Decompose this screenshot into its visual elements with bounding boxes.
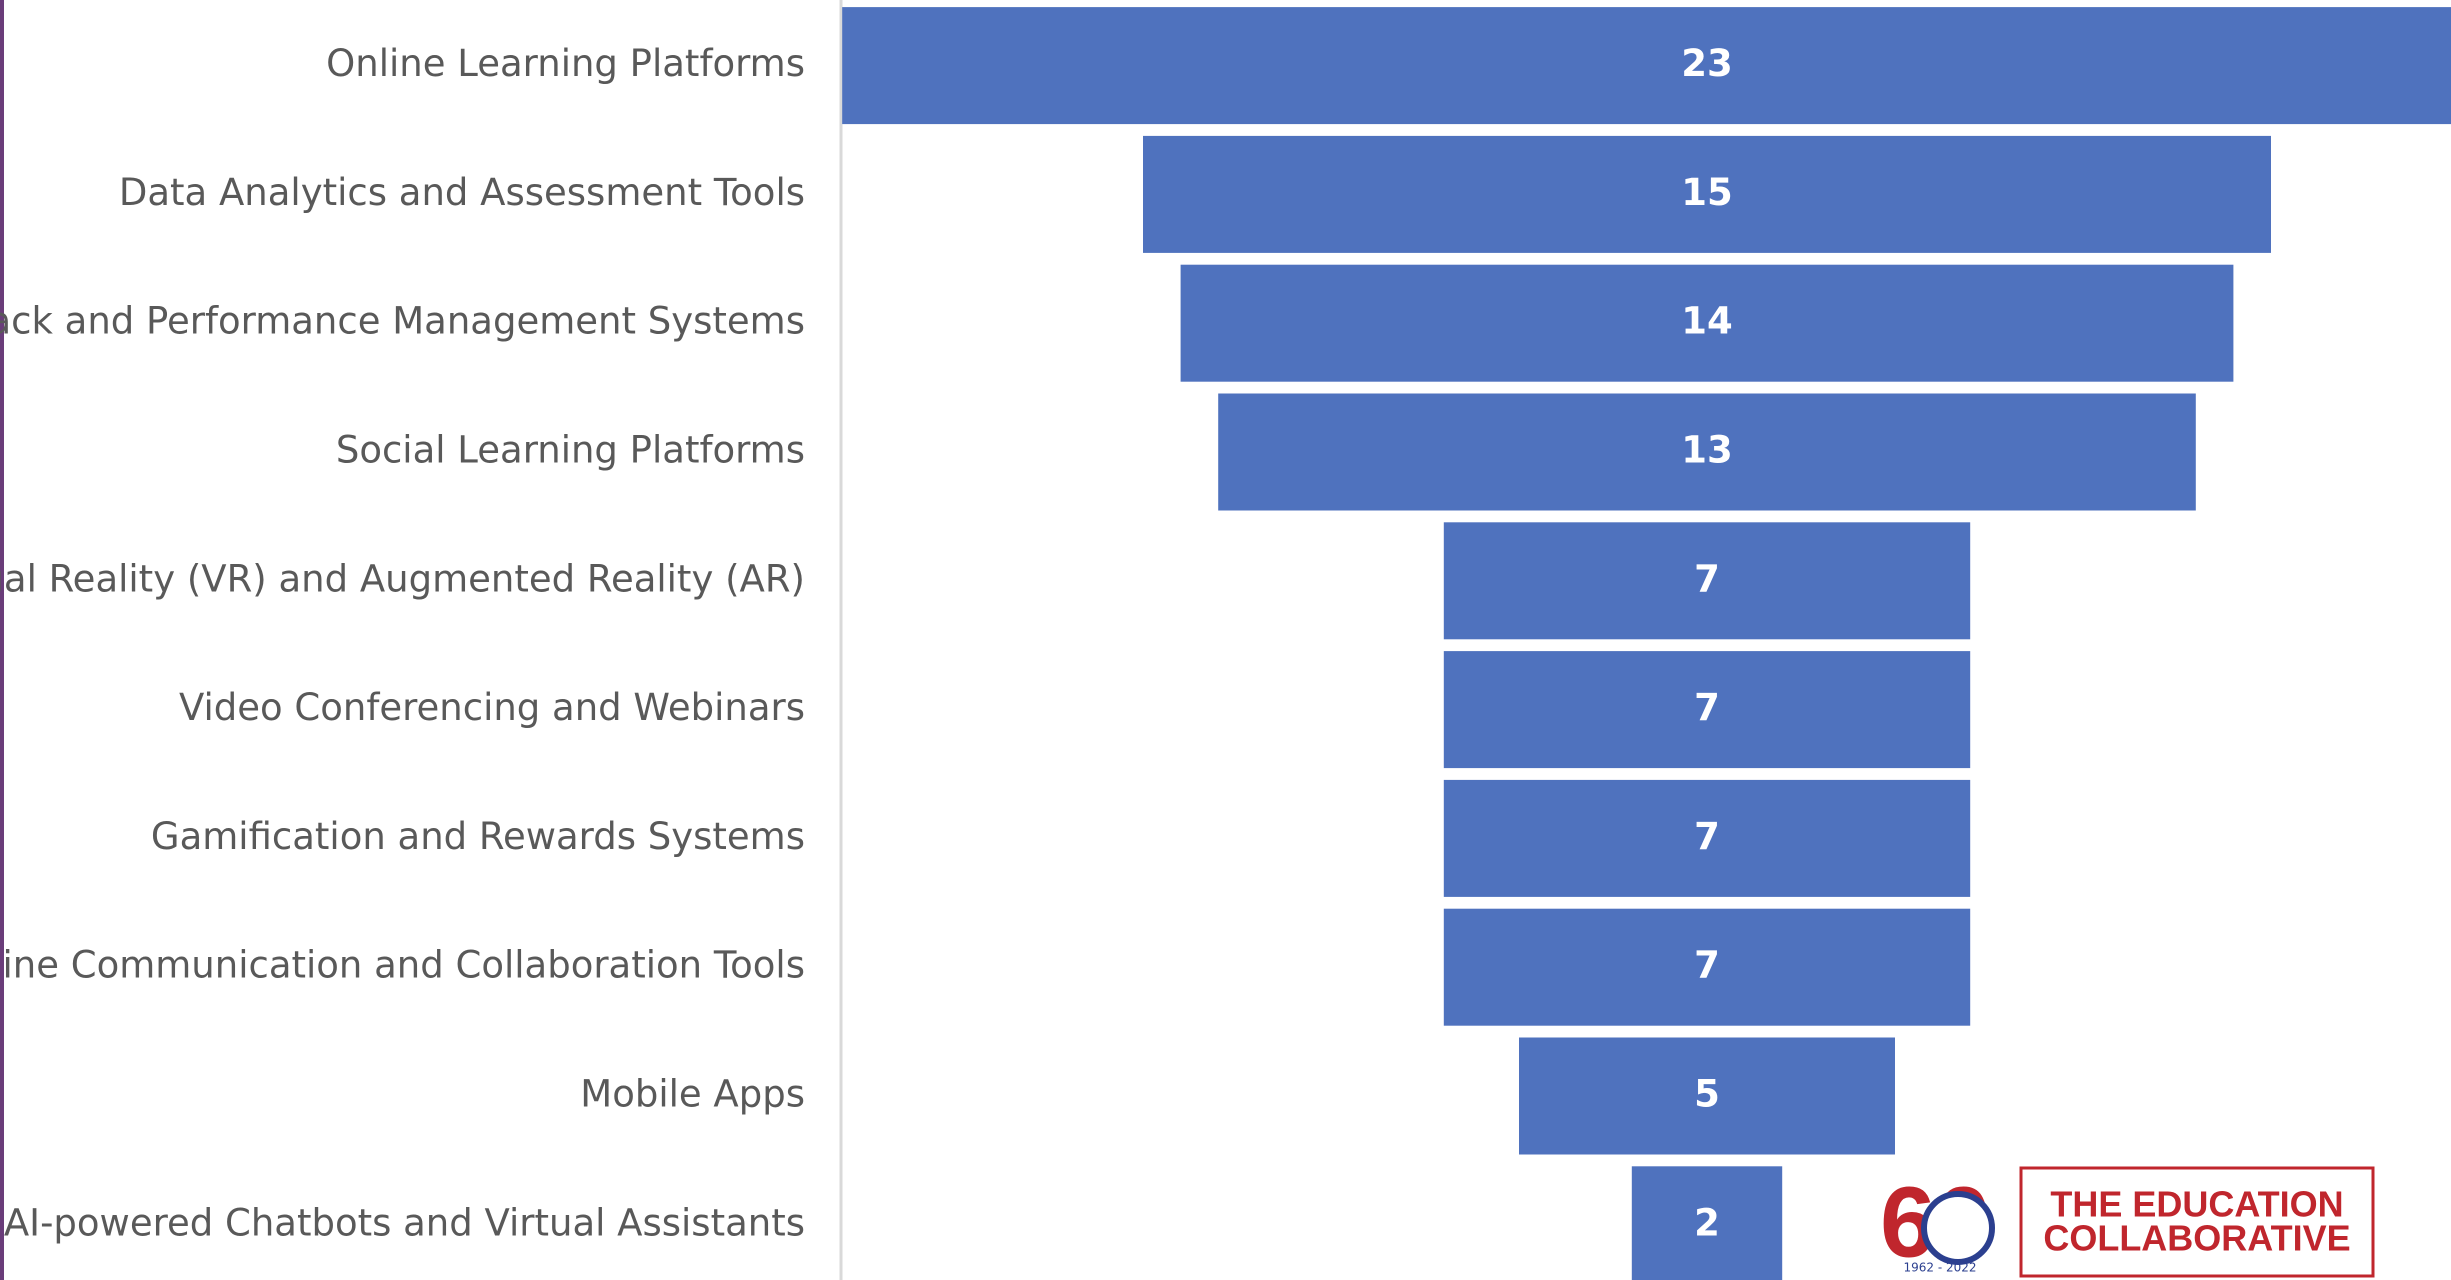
bar — [1443, 522, 1971, 640]
category-label: Mobile Apps — [580, 1073, 805, 1116]
logo-box — [2019, 1166, 2375, 1278]
logo: 60 1962 - 2022 THE EDUCATION COLLABORATI… — [1880, 1166, 2375, 1278]
category-label: line Communication and Collaboration Too… — [0, 944, 805, 987]
data-label: 2 — [1694, 1201, 1720, 1244]
logo-years: 1962 - 2022 — [1903, 1261, 1976, 1275]
data-label: 13 — [1681, 429, 1733, 472]
data-label: 5 — [1694, 1073, 1720, 1116]
category-label: back and Performance Management Systems — [0, 300, 805, 343]
logo-line: COLLABORATIVE — [2043, 1218, 2350, 1259]
bar — [1631, 1166, 1783, 1280]
logo-seal — [1921, 1191, 1995, 1265]
data-label: 7 — [1694, 557, 1720, 600]
bar — [1443, 651, 1971, 769]
category-label: Data Analytics and Assessment Tools — [119, 171, 805, 214]
data-label: 7 — [1694, 944, 1720, 987]
bar — [1143, 135, 2271, 253]
data-label: 14 — [1681, 300, 1733, 343]
bar — [1519, 1037, 1895, 1155]
category-label: Video Conferencing and Webinars — [179, 686, 805, 729]
category-label: Online Learning Platforms — [326, 42, 805, 85]
category-label: Gamification and Rewards Systems — [151, 815, 805, 858]
category-label: tual Reality (VR) and Augmented Reality … — [0, 557, 805, 600]
logo-line: THE EDUCATION — [2050, 1184, 2343, 1225]
bar — [1443, 908, 1971, 1026]
bar — [842, 7, 2451, 125]
bar — [1180, 264, 2234, 382]
data-label: 23 — [1681, 42, 1733, 85]
bar — [1218, 393, 2196, 511]
data-label: 7 — [1694, 686, 1720, 729]
data-label: 15 — [1681, 171, 1733, 214]
bar — [1443, 779, 1971, 897]
category-label: Social Learning Platforms — [336, 429, 805, 472]
category-label: AI-powered Chatbots and Virtual Assistan… — [4, 1201, 805, 1244]
data-label: 7 — [1694, 815, 1720, 858]
